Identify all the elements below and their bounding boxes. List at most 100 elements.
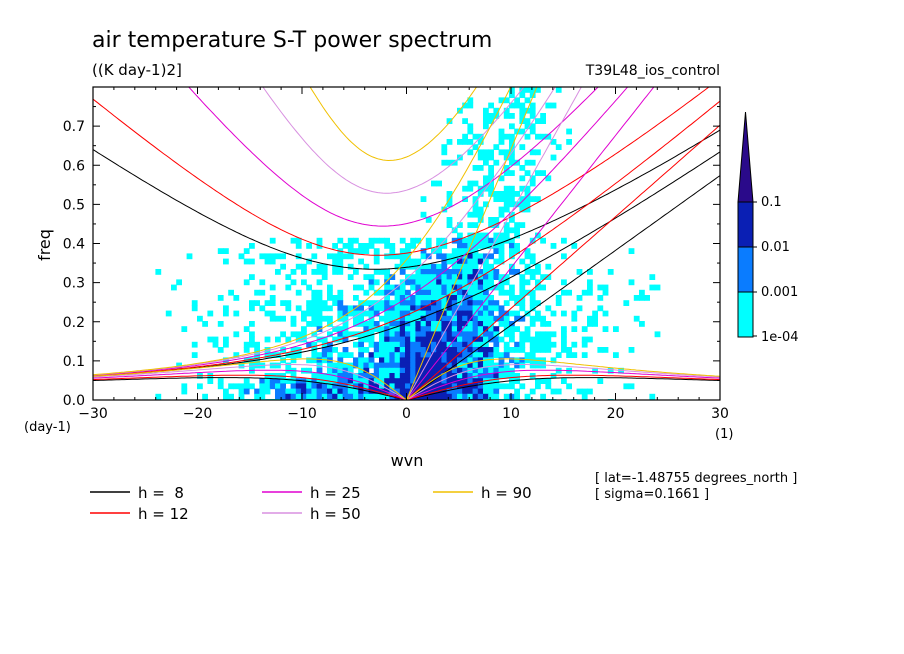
spectrum-cell (493, 352, 500, 358)
dispersion-curve-kelvin-h12 (406, 124, 720, 400)
spectrum-cell (503, 133, 510, 140)
spectrum-cell (472, 144, 479, 150)
spectrum-cell (410, 378, 416, 384)
spectrum-cell (368, 321, 375, 327)
spectrum-cell (269, 362, 276, 369)
spectrum-cell (602, 284, 609, 291)
spectrum-cell (415, 274, 422, 280)
spectrum-cell (493, 347, 500, 353)
spectrum-cell (472, 362, 479, 369)
spectrum-cell (503, 201, 510, 208)
spectrum-cell (477, 284, 484, 291)
spectrum-cell (436, 326, 442, 332)
spectrum-cell (405, 347, 411, 353)
spectrum-cell (451, 352, 458, 358)
spectrum-cell (353, 373, 359, 379)
spectrum-cell (290, 393, 297, 400)
spectrum-cell (379, 326, 385, 332)
spectrum-cell (467, 388, 474, 395)
spectrum-cell (306, 284, 312, 291)
spectrum-cell (498, 196, 505, 202)
spectrum-cell (285, 305, 292, 312)
spectrum-cell (540, 378, 546, 384)
spectrum-cell (243, 258, 250, 265)
spectrum-cell (269, 258, 276, 265)
spectrum-cell (306, 357, 312, 364)
spectrum-cell (524, 326, 531, 332)
spectrum-cell (633, 315, 640, 322)
spectrum-cell (483, 279, 489, 286)
spectrum-cell (576, 388, 583, 395)
spectrum-cell (384, 305, 390, 312)
spectrum-cell (368, 362, 375, 369)
spectrum-cell (436, 253, 442, 260)
spectrum-cell (488, 154, 494, 161)
spectrum-cell (295, 336, 302, 343)
spectrum-cell (321, 263, 328, 270)
spectrum-cell (545, 175, 552, 182)
spectrum-cell (441, 367, 448, 374)
spectrum-cell (529, 113, 536, 119)
spectrum-cell (467, 180, 474, 187)
spectrum-cell (342, 310, 349, 317)
spectrum-cell (529, 295, 536, 301)
spectrum-cell (503, 315, 510, 322)
spectrum-cell (389, 367, 396, 374)
spectrum-cell (441, 274, 448, 280)
spectrum-cell (571, 326, 578, 332)
spectrum-cell (363, 321, 370, 327)
spectrum-cell (467, 128, 474, 135)
spectrum-cell (540, 113, 546, 119)
spectrum-cell (488, 263, 494, 270)
spectrum-cell (472, 263, 479, 270)
spectrum-cell (514, 191, 520, 197)
spectrum-cell (451, 315, 458, 322)
spectrum-cell (514, 243, 520, 249)
spectrum-cell (436, 367, 442, 374)
spectrum-cell (373, 352, 380, 358)
spectrum-cell (233, 295, 240, 301)
spectrum-cell (181, 326, 188, 332)
spectrum-cell (233, 352, 240, 358)
spectrum-cell (472, 289, 479, 296)
spectrum-cell (223, 258, 229, 265)
spectrum-cell (295, 305, 302, 312)
spectrum-cell (488, 102, 494, 109)
spectrum-cell (384, 362, 390, 369)
spectrum-cell (467, 362, 474, 369)
spectrum-cell (446, 191, 453, 197)
spectrum-cell (446, 310, 453, 317)
spectrum-cell (467, 347, 474, 353)
spectrum-cell (311, 331, 318, 338)
spectrum-cell (389, 310, 396, 317)
spectrum-cell (483, 258, 489, 265)
spectrum-cell (498, 248, 505, 254)
spectrum-cell (431, 289, 437, 296)
spectrum-cell (311, 310, 318, 317)
x-tick-label: 0 (402, 406, 411, 422)
spectrum-cell (389, 362, 396, 369)
spectrum-cell (290, 352, 297, 358)
spectrum-cell (316, 279, 323, 286)
spectrum-cell (623, 383, 630, 390)
spectrum-cell (316, 300, 323, 306)
spectrum-cell (519, 196, 526, 202)
spectrum-cell (514, 341, 520, 348)
spectrum-cell (483, 274, 489, 280)
spectrum-cell (467, 274, 474, 280)
spectrum-cell (327, 373, 333, 379)
spectrum-cell (498, 367, 505, 374)
spectrum-cell (524, 159, 531, 166)
spectrum-cell (269, 295, 276, 301)
spectrum-cell (457, 258, 463, 265)
spectrum-cell (509, 393, 515, 400)
spectrum-cell (389, 284, 396, 291)
spectrum-cell (436, 336, 442, 343)
spectrum-cell (425, 295, 432, 301)
spectrum-cell (519, 206, 526, 213)
spectrum-cell (415, 326, 422, 332)
spectrum-cell (503, 191, 510, 197)
spectrum-cell (399, 315, 406, 322)
spectrum-cell (483, 373, 489, 379)
spectrum-cell (285, 336, 292, 343)
